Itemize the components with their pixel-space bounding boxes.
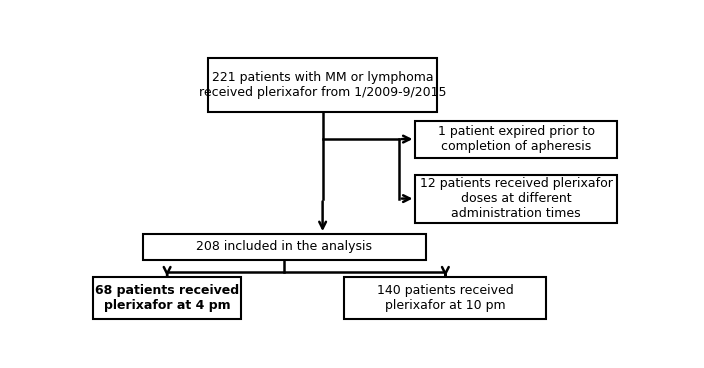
Text: 68 patients received
plerixafor at 4 pm: 68 patients received plerixafor at 4 pm bbox=[95, 284, 239, 312]
Text: 12 patients received plerixafor
doses at different
administration times: 12 patients received plerixafor doses at… bbox=[420, 177, 612, 220]
FancyBboxPatch shape bbox=[415, 174, 617, 223]
FancyBboxPatch shape bbox=[142, 234, 427, 259]
FancyBboxPatch shape bbox=[415, 121, 617, 158]
Text: 208 included in the analysis: 208 included in the analysis bbox=[196, 240, 372, 253]
FancyBboxPatch shape bbox=[344, 276, 546, 319]
FancyBboxPatch shape bbox=[94, 276, 241, 319]
FancyBboxPatch shape bbox=[208, 59, 437, 112]
Text: 1 patient expired prior to
completion of apheresis: 1 patient expired prior to completion of… bbox=[438, 125, 595, 153]
Text: 221 patients with MM or lymphoma
received plerixafor from 1/2009-9/2015: 221 patients with MM or lymphoma receive… bbox=[199, 71, 446, 99]
Text: 140 patients received
plerixafor at 10 pm: 140 patients received plerixafor at 10 p… bbox=[377, 284, 514, 312]
